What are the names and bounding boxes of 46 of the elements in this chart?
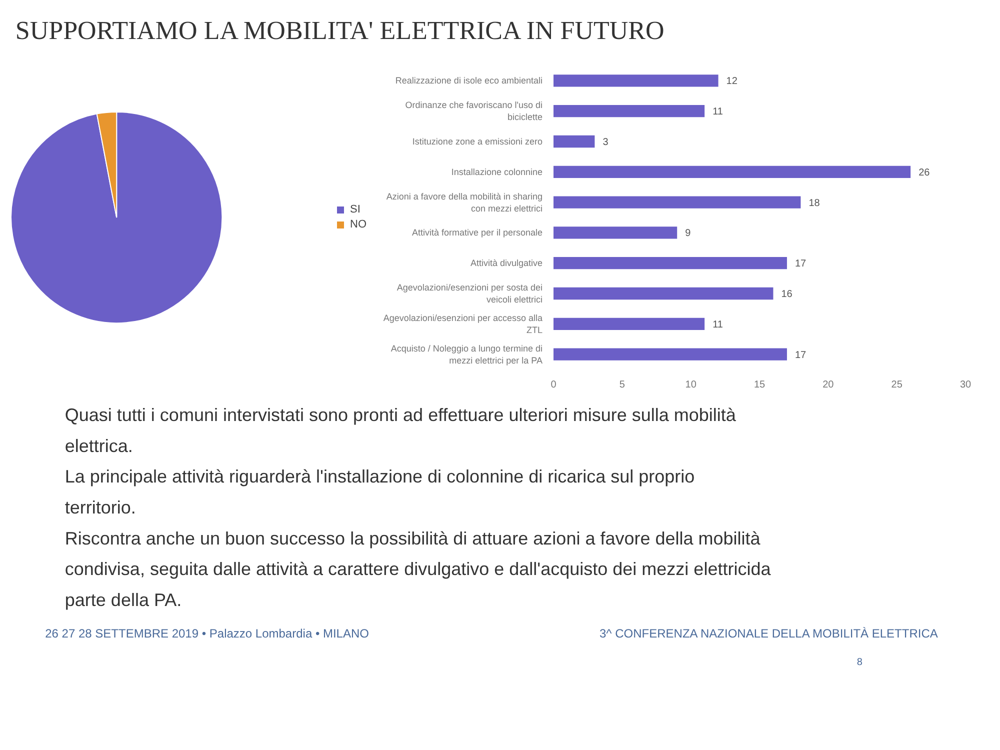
y-tick-label: Attività divulgative [470,258,543,268]
text: La principale attività riguarderà l'installazione di colonnine di ricarica sul proprio territorio. [64,466,695,518]
bar [554,196,801,208]
data-label: 26 [918,167,930,178]
data-label: 17 [794,258,807,270]
bar [554,257,787,270]
legend-label: NO [350,218,368,230]
bar [554,166,911,178]
legend-label: SI [350,204,362,216]
bar [554,226,678,239]
data-label: 3 [602,137,609,148]
data-label: 11 [712,319,724,330]
x-tick-label: 10 [685,380,697,390]
y-tick-label: Installazione colonnine [451,166,543,177]
y-tick-label: Acquisto / Noleggio a lungo termine di mezzi elettrici per la PA [390,343,543,366]
text: 26 27 28 SETTEMBRE 2019 • Palazzo Lombardia • MILANO [45,626,369,640]
x-tick-label: 25 [891,380,903,390]
data-label: 11 [712,106,724,118]
data-label: 16 [781,289,793,300]
x-tick-label: 5 [619,380,626,390]
x-tick-label: 15 [754,380,766,390]
data-label: 17 [794,350,807,361]
text: 3^ CONFERENZA NAZIONALE DELLA MOBILITÀ ELETTRICA [600,626,938,640]
y-tick-label: Azioni a favore della mobilità in sharing con mezzi elettrici [386,191,543,214]
bar [554,74,718,87]
y-tick-label: Realizzazione di isole eco ambientali [395,76,543,86]
x-tick-label: 20 [822,380,834,390]
data-label: 18 [808,198,820,209]
bar [554,348,787,360]
data-label: 9 [685,228,692,240]
chart-title: SUPPORTIAMO LA MOBILITA' ELETTRICA IN FUTURO [15,16,664,45]
bar [554,287,774,300]
y-tick-label: Attività formative per il personale [412,228,543,238]
bar [554,105,705,118]
text: Quasi tutti i comuni intervistati sono pronti ad effettuare ulteriori misure sulla mobilità elettrica. [64,405,737,456]
y-tick-label: Agevolazioni/esenzioni per sosta dei veicoli elettrici [396,282,543,304]
bar [554,318,705,330]
x-tick-label: 0 [550,380,557,390]
data-label: 12 [726,76,738,88]
y-tick-label: Agevolazioni/esenzioni per accesso alla ZTL [383,312,543,335]
text: 8 [856,657,863,668]
y-tick-label: Istituzione zone a emissioni zero [412,136,543,146]
y-tick-label: Ordinanze che favoriscano l'uso di biciclette [405,100,543,122]
text: Riscontra anche un buon successo la possibilità di attuare azioni a favore della mobilità condivisa, seguita dalle attività a carattere divulgativo e dall'acquisto dei mezzi elettricida parte della PA. [64,528,772,610]
bar [554,135,595,148]
x-tick-label: 30 [960,380,972,390]
